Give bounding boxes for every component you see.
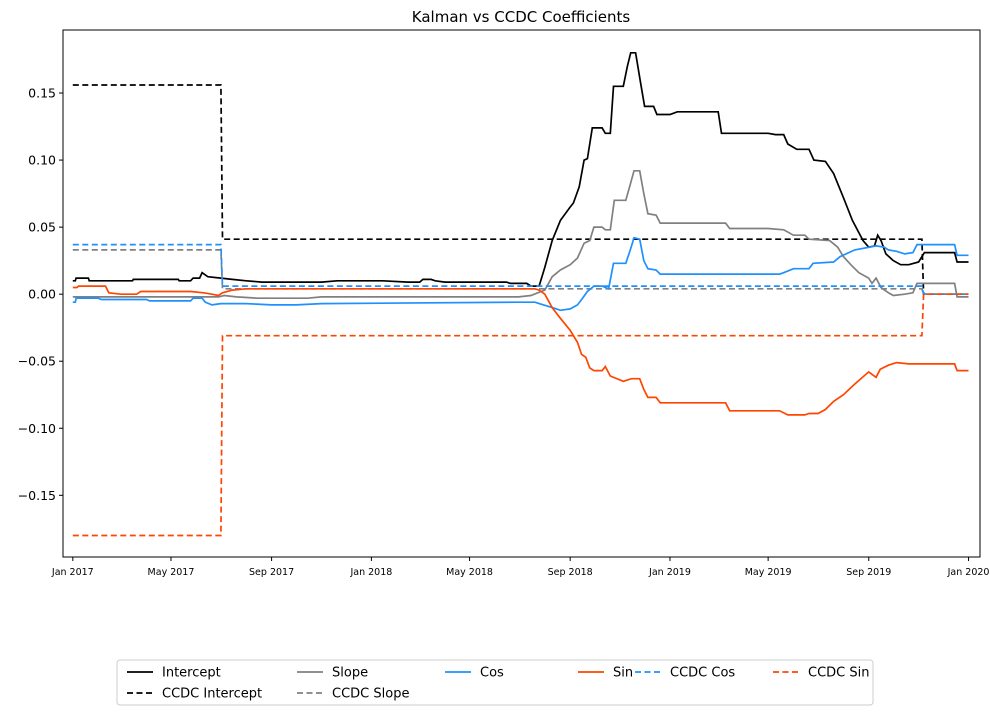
x-axis: Jan 2017 May 2017 Sep 2017 Jan 2018 May 2018… [51, 557, 990, 578]
legend-item-ccdc-intercept: CCDC Intercept [127, 687, 262, 702]
y-tick-label: 0.15 [28, 86, 56, 101]
series-line-sin [72, 285, 969, 416]
series-layer [72, 51, 969, 537]
x-tick-label: Sep 2019 [846, 567, 891, 578]
chart-title: Kalman vs CCDC Coefficients [412, 8, 631, 26]
y-tick-label: 0.00 [28, 287, 56, 302]
x-tick-label: Sep 2017 [249, 567, 294, 578]
legend-label: Slope [332, 666, 368, 681]
series-line-cos [72, 236, 969, 312]
legend-label: CCDC Sin [808, 666, 869, 681]
series-line-ccdc-slope [72, 249, 969, 296]
series-line-ccdc-sin [72, 293, 969, 537]
legend-label: CCDC Slope [332, 687, 409, 702]
x-tick-label: Sep 2018 [548, 567, 593, 578]
series-line-ccdc-cos [72, 243, 969, 296]
y-tick-label: −0.10 [18, 421, 56, 436]
x-tick-label: Jan 2019 [648, 567, 691, 578]
legend-item-cos: Cos [445, 666, 504, 681]
y-axis: 0.15 0.10 0.05 0.00 −0.05 −0.10 −0.15 [18, 86, 63, 503]
legend-label: Sin [613, 666, 633, 681]
series-line-intercept [72, 51, 969, 287]
legend-item-ccdc-slope: CCDC Slope [297, 687, 409, 702]
y-tick-label: 0.05 [28, 220, 56, 235]
legend: Intercept CCDC Intercept Slope CCDC Slope Co… [116, 659, 874, 706]
series-line-ccdc-intercept [72, 84, 969, 296]
legend-label: Cos [480, 666, 504, 681]
legend-items: Intercept CCDC Intercept Slope CCDC Slope Co… [127, 666, 869, 702]
x-tick-label: Jan 2018 [349, 567, 392, 578]
x-tick-label: May 2018 [446, 567, 493, 578]
legend-item-sin: Sin [578, 666, 633, 681]
y-tick-label: −0.05 [18, 354, 56, 369]
plot-frame [62, 29, 981, 558]
legend-label: Intercept [162, 666, 221, 681]
legend-label: CCDC Intercept [162, 687, 262, 702]
legend-item-ccdc-sin: CCDC Sin [773, 666, 869, 681]
series-line-slope [72, 169, 969, 300]
x-tick-label: Jan 2017 [51, 567, 94, 578]
legend-item-intercept: Intercept [127, 666, 221, 681]
legend-label: CCDC Cos [670, 666, 735, 681]
x-tick-label: May 2017 [148, 567, 195, 578]
plot-area [62, 29, 981, 558]
x-tick-label: May 2019 [745, 567, 792, 578]
legend-item-ccdc-cos: CCDC Cos [635, 666, 735, 681]
legend-item-slope: Slope [297, 666, 368, 681]
x-tick-label: Jan 2020 [947, 567, 990, 578]
y-tick-label: −0.15 [18, 488, 56, 503]
y-tick-label: 0.10 [28, 153, 56, 168]
